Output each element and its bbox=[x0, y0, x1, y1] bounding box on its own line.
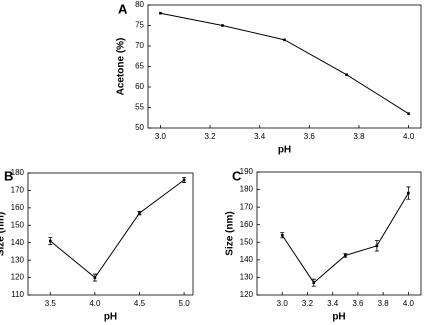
panel-label: C bbox=[232, 168, 242, 183]
x-tick-label: 3.6 bbox=[352, 299, 364, 308]
y-axis-label: Acetone (%) bbox=[116, 38, 127, 96]
x-tick-label: 3.5 bbox=[45, 299, 57, 308]
marker bbox=[407, 191, 410, 195]
y-tick-label: 75 bbox=[135, 21, 144, 30]
plot-frame bbox=[27, 172, 194, 296]
marker bbox=[48, 239, 52, 243]
marker bbox=[283, 38, 286, 42]
marker bbox=[159, 11, 162, 15]
data-line bbox=[281, 192, 409, 284]
marker bbox=[345, 73, 348, 76]
x-tick-label: 3.6 bbox=[304, 132, 316, 141]
x-tick-label: 3.8 bbox=[378, 299, 390, 308]
x-axis-label: pH bbox=[278, 145, 291, 156]
y-tick-label: 170 bbox=[11, 186, 25, 195]
y-tick-label: 180 bbox=[11, 168, 25, 177]
y-tick-label: 130 bbox=[240, 273, 254, 282]
data-line bbox=[160, 12, 409, 115]
data-line bbox=[49, 179, 185, 279]
x-tick-label: 4.0 bbox=[403, 299, 415, 308]
y-axis-label: Size (nm) bbox=[0, 212, 7, 256]
y-tick-label: 70 bbox=[135, 41, 144, 50]
x-tick-label: 4.0 bbox=[89, 299, 101, 308]
y-tick-label: 190 bbox=[240, 167, 254, 176]
marker bbox=[138, 211, 141, 215]
y-tick-label: 110 bbox=[11, 290, 24, 299]
y-tick-label: 180 bbox=[240, 185, 254, 194]
marker bbox=[375, 244, 379, 248]
x-tick-label: 4.0 bbox=[403, 132, 415, 141]
y-tick-label: 140 bbox=[11, 238, 25, 247]
x-tick-label: 3.8 bbox=[353, 132, 365, 141]
marker bbox=[312, 281, 316, 284]
panel-label: A bbox=[118, 1, 128, 16]
marker bbox=[407, 112, 410, 115]
x-tick-label: 3.0 bbox=[155, 132, 167, 141]
marker bbox=[280, 233, 284, 237]
marker bbox=[93, 276, 97, 279]
y-tick-label: 80 bbox=[135, 0, 144, 9]
x-axis-label: pH bbox=[104, 312, 117, 323]
y-tick-label: 60 bbox=[135, 82, 144, 91]
y-tick-label: 150 bbox=[240, 237, 254, 246]
y-tick-label: 120 bbox=[240, 290, 254, 299]
y-tick-label: 55 bbox=[135, 103, 144, 112]
y-tick-label: 150 bbox=[11, 220, 25, 229]
y-tick-label: 120 bbox=[11, 273, 25, 282]
x-tick-label: 3.0 bbox=[277, 299, 289, 308]
y-axis-label: Size (nm) bbox=[225, 211, 236, 255]
marker bbox=[182, 178, 186, 182]
x-tick-label: 3.4 bbox=[327, 299, 339, 308]
plot-frame bbox=[256, 171, 422, 296]
y-tick-label: 50 bbox=[135, 123, 144, 132]
y-tick-label: 65 bbox=[135, 62, 144, 71]
x-tick-label: 5.0 bbox=[179, 299, 191, 308]
y-tick-label: 160 bbox=[11, 203, 25, 212]
marker bbox=[221, 24, 224, 27]
y-tick-label: 140 bbox=[240, 255, 254, 264]
y-tick-label: 170 bbox=[240, 202, 254, 211]
x-tick-label: 3.2 bbox=[302, 299, 314, 308]
panel-label: B bbox=[4, 168, 13, 183]
x-tick-label: 3.4 bbox=[254, 132, 266, 141]
y-tick-label: 160 bbox=[240, 220, 254, 229]
x-axis-label: pH bbox=[332, 312, 345, 323]
x-tick-label: 3.2 bbox=[204, 132, 216, 141]
y-tick-label: 130 bbox=[11, 255, 25, 264]
marker bbox=[344, 254, 347, 257]
x-tick-label: 4.5 bbox=[134, 299, 146, 308]
plot-frame bbox=[147, 4, 422, 129]
